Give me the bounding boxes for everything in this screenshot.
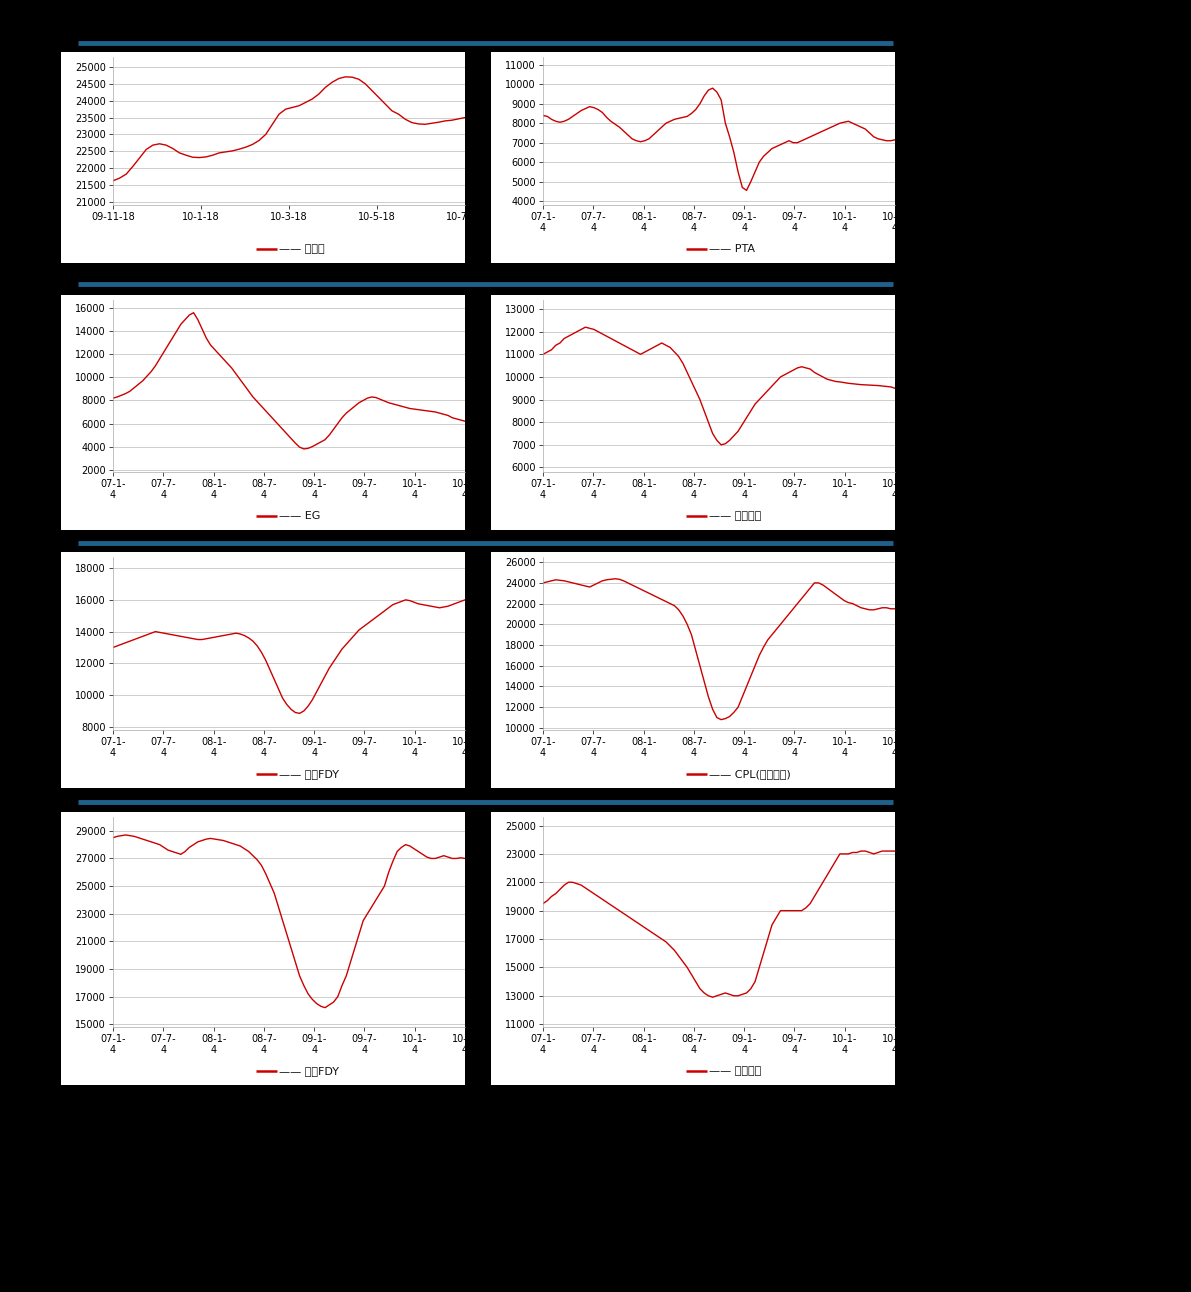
Text: —— CPL(己内酰胺): —— CPL(己内酰胺) (710, 769, 791, 779)
Text: —— PTA: —— PTA (710, 244, 755, 255)
Text: —— 腥纶短纤: —— 腥纶短纤 (710, 1066, 762, 1076)
Text: —— 锦纶FDY: —— 锦纶FDY (280, 1066, 339, 1076)
Text: —— EG: —— EG (280, 512, 320, 521)
Text: —— 人棉纱: —— 人棉纱 (280, 244, 325, 255)
Text: —— 濌纶FDY: —— 濌纶FDY (280, 769, 339, 779)
Text: —— 濌纶短纤: —— 濌纶短纤 (710, 512, 762, 521)
